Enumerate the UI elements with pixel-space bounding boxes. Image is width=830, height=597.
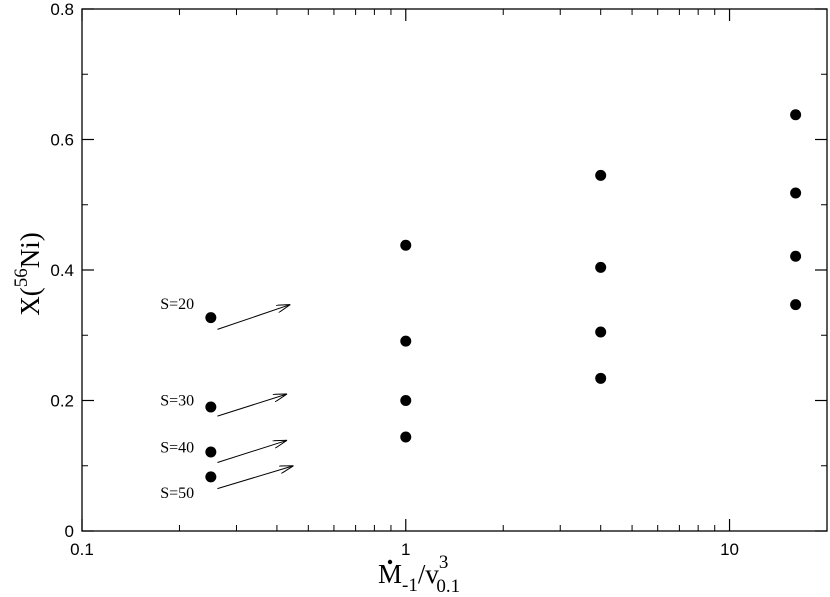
- annotations: S=20 S=30 S=40 S=50: [160, 296, 293, 502]
- data-point: [790, 109, 802, 121]
- data-point: [400, 395, 412, 406]
- annotation-label: S=40: [160, 439, 194, 456]
- data-point: [790, 250, 802, 262]
- data-point: [595, 261, 607, 273]
- data-point: [790, 299, 802, 311]
- annotation-arrow: [217, 440, 287, 463]
- annotation-arrow: [217, 466, 293, 490]
- annotation-arrow: [217, 394, 287, 417]
- data-point: [205, 312, 217, 324]
- data-point: [205, 401, 217, 413]
- y-axis-title-sup: 56: [11, 268, 32, 287]
- x-axis-title-sub1: -1: [402, 575, 418, 596]
- y-tick-label: 0: [65, 522, 74, 541]
- y-tick-label: 0.6: [50, 131, 74, 150]
- data-point: [400, 239, 412, 251]
- major-ticks: [81, 8, 827, 532]
- data-point: [205, 446, 217, 458]
- y-tick-label: 0.4: [50, 261, 74, 280]
- x-axis-title-sup: 3: [439, 552, 449, 573]
- annotation-label: S=30: [160, 393, 194, 410]
- y-axis-title-suffix: Ni): [15, 232, 45, 268]
- mass-rate-dot: [387, 559, 393, 565]
- annotation-label: S=50: [160, 485, 194, 502]
- data-point: [400, 335, 412, 347]
- y-tick-label: 0.2: [50, 392, 74, 411]
- x-axis-title-slash: /v: [418, 559, 440, 589]
- data-point: [595, 372, 607, 384]
- data-point: [790, 187, 802, 199]
- data-point: [205, 471, 217, 483]
- x-axis-title-sub2: 0.1: [436, 576, 460, 597]
- data-point: [595, 326, 607, 338]
- data-point: [595, 169, 607, 181]
- annotation-arrow: [217, 305, 290, 330]
- data-point: [400, 431, 412, 443]
- x-tick-label: 0.1: [70, 540, 94, 559]
- x-tick-label: 1: [401, 540, 410, 559]
- annotation-label: S=20: [160, 296, 194, 313]
- y-axis-title-prefix: X(: [15, 287, 45, 316]
- minor-ticks: [82, 9, 827, 531]
- x-axis-title: M-1/v3 0.1: [378, 552, 460, 597]
- x-tick-label: 10: [720, 540, 739, 559]
- y-tick-label: 0.8: [50, 0, 74, 19]
- svg-text:M-1/v30.1: M-1/v3 0.1: [378, 552, 460, 597]
- tick-labels: 0.1 1 10 0 0.2 0.4 0.6 0.8: [50, 0, 739, 559]
- y-axis-title: X(56Ni): [11, 232, 45, 316]
- data-points: [205, 109, 802, 483]
